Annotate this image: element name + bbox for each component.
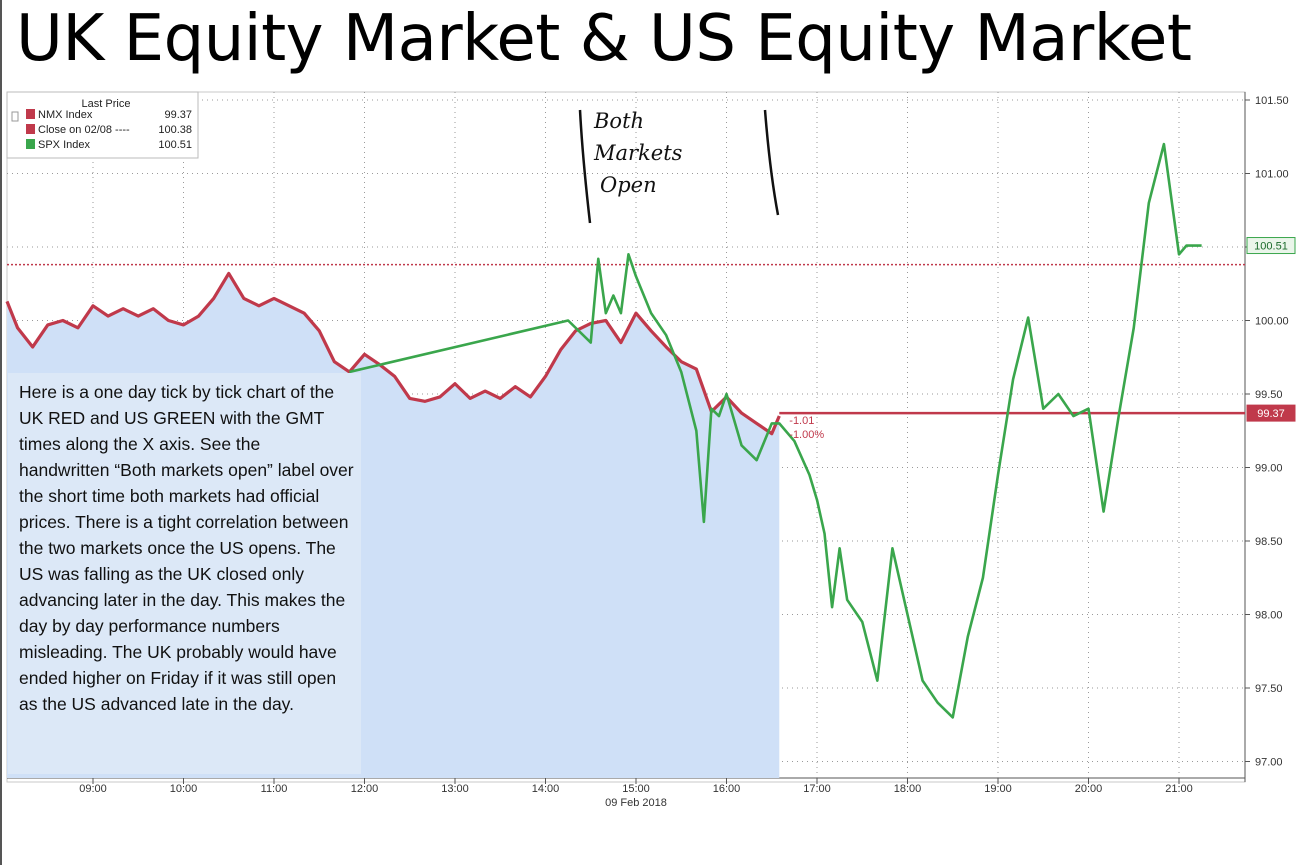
y-axis-ticks: 97.00 97.50 98.00 98.50 99.00 99.50 100.00 100.…: [1245, 95, 1289, 769]
handwritten-word-1: Both: [593, 109, 644, 133]
x-tick-label: 20:00: [1075, 783, 1103, 795]
y-tick-label: 101.50: [1255, 95, 1289, 107]
handwritten-note: Both Markets Open: [578, 109, 780, 224]
legend-swatch: [26, 139, 35, 149]
legend-entry-value: 100.51: [158, 139, 192, 151]
uk-last-value-box: [1246, 404, 1296, 422]
x-tick-label: 19:00: [984, 783, 1012, 795]
legend-swatch: [26, 124, 35, 134]
slide-left-border: [0, 0, 2, 865]
handwritten-word-3: Open: [600, 173, 657, 197]
y-tick-label: 100.00: [1255, 316, 1289, 328]
y-tick-label: 98.00: [1255, 610, 1283, 622]
x-tick-label: 09:00: [79, 783, 107, 795]
x-axis-ticks: 09:00 10:00 11:00 12:00 13:00 14:00 15:00 16:00…: [79, 778, 1193, 795]
legend-entry-value: 99.37: [164, 109, 192, 121]
annotation-text-box: Here is a one day tick by tick chart of …: [8, 373, 361, 774]
legend-collapse-toggle: [11, 111, 19, 122]
legend-entry-name: SPX Index: [38, 139, 90, 151]
legend-entry-value: 100.38: [158, 124, 192, 136]
y-tick-label: 98.50: [1255, 536, 1283, 548]
left-bracket-mark: [578, 109, 592, 224]
chart-legend: Last Price NMX Index 99.37 Close on 02/08 …: [6, 91, 199, 159]
x-tick-label: 13:00: [441, 783, 469, 795]
y-tick-label: 99.00: [1255, 463, 1283, 475]
uk-nmx-line: [5, 271, 781, 436]
handwritten-word-2: Markets: [593, 141, 683, 165]
legend-box: [6, 91, 199, 159]
legend-title: Last Price: [82, 98, 131, 110]
us-last-value-box: [1246, 237, 1296, 255]
x-tick-label: 17:00: [803, 783, 831, 795]
x-tick-label: 14:00: [532, 783, 560, 795]
right-bracket-mark: [763, 109, 780, 216]
change-label-points: -1.01: [789, 415, 814, 427]
y-tick-label: 101.00: [1255, 169, 1289, 181]
x-tick-label: 21:00: [1165, 783, 1193, 795]
y-tick-label: 97.50: [1255, 683, 1283, 695]
legend-swatch: [26, 109, 35, 119]
x-axis-label: 09 Feb 2018: [605, 797, 667, 809]
legend-entry-name: NMX Index: [38, 109, 93, 121]
x-tick-label: 15:00: [622, 783, 650, 795]
legend-entry-name: Close on 02/08 ----: [38, 124, 130, 136]
us-spx-line: [349, 142, 1202, 719]
x-tick-label: 12:00: [351, 783, 379, 795]
slide-title: UK Equity Market & US Equity Market: [16, 2, 1192, 76]
uk-last-value-label: 99.37: [1257, 408, 1285, 420]
x-tick-label: 10:00: [170, 783, 198, 795]
legend-entries: NMX Index 99.37 Close on 02/08 ---- 100.38 S…: [11, 109, 192, 151]
x-tick-label: 18:00: [894, 783, 922, 795]
last-value-labels: 99.37 100.51: [1246, 237, 1296, 422]
change-label-percent: -1.00%: [789, 429, 824, 441]
us-last-value-label: 100.51: [1254, 241, 1288, 253]
y-tick-label: 99.50: [1255, 389, 1283, 401]
x-tick-label: 11:00: [261, 783, 288, 795]
x-tick-label: 16:00: [713, 783, 741, 795]
y-tick-label: 97.00: [1255, 757, 1283, 769]
